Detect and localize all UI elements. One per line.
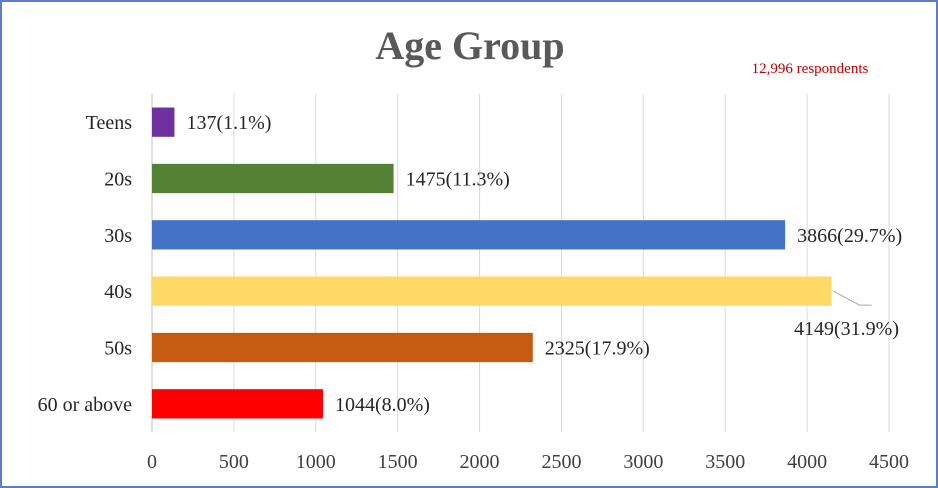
category-label: Teens <box>86 112 133 134</box>
data-label: 137(1.1%) <box>186 112 271 134</box>
category-label: 20s <box>104 169 132 191</box>
category-label: 50s <box>104 338 132 360</box>
x-tick-label: 4500 <box>869 451 909 473</box>
x-tick-label: 2000 <box>460 451 500 473</box>
category-label: 60 or above <box>38 394 133 416</box>
x-tick-label: 500 <box>219 451 249 473</box>
data-label-leader <box>833 290 872 306</box>
bars <box>152 107 832 419</box>
bar-60-or-above <box>152 389 323 419</box>
x-tick-label: 3000 <box>623 451 663 473</box>
category-label: 40s <box>104 281 132 303</box>
data-label: 1475(11.3%) <box>406 169 510 191</box>
x-tick-label: 0 <box>147 451 157 473</box>
data-label: 2325(17.9%) <box>545 338 650 360</box>
x-tick-label: 1000 <box>296 451 336 473</box>
data-label: 4149(31.9%) <box>794 318 899 340</box>
bar-teens <box>152 107 175 137</box>
bar-40s <box>152 276 832 306</box>
x-tick-label: 4000 <box>787 451 827 473</box>
data-labels: 137(1.1%) 1475(11.3%) 3866(29.7%) 4149(31.9… <box>186 112 902 416</box>
chart-title: Age Group <box>375 23 564 68</box>
respondents-note: 12,996 respondents <box>752 61 869 77</box>
data-label: 1044(8.0%) <box>335 394 430 416</box>
x-axis-tick-labels: 0 500 1000 1500 2000 2500 3000 3500 4000 4500 <box>147 451 909 473</box>
bar-30s <box>152 220 786 250</box>
category-labels: Teens 20s 30s 40s 50s 60 or above <box>38 112 133 416</box>
gridlines <box>151 94 890 432</box>
x-tick-label: 3500 <box>705 451 745 473</box>
data-label: 3866(29.7%) <box>797 225 902 247</box>
bar-50s <box>152 332 533 363</box>
x-tick-label: 1500 <box>378 451 418 473</box>
bar-20s <box>152 163 394 194</box>
x-tick-label: 2500 <box>541 451 581 473</box>
category-label: 30s <box>104 225 132 247</box>
